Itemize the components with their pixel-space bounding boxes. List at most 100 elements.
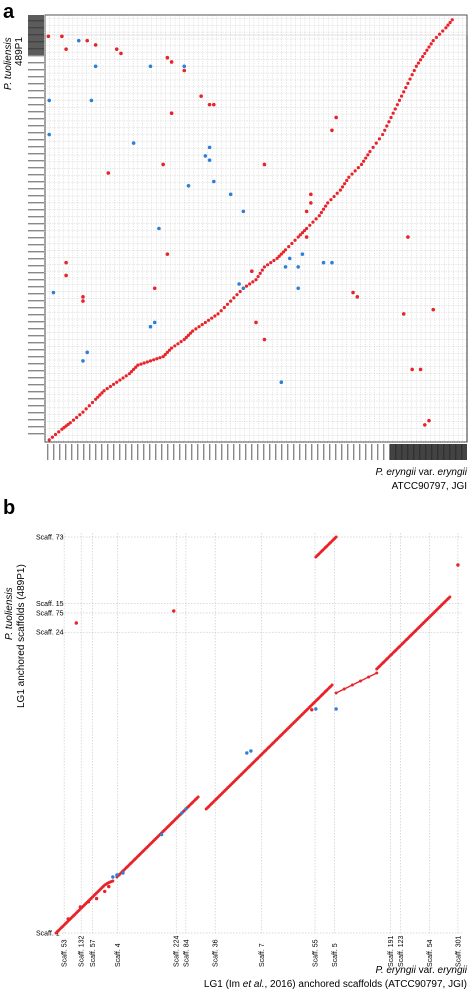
panel-a-diagonal-point (108, 384, 113, 389)
panel-a-diagonal-point (387, 120, 391, 124)
panel-b-label: b (3, 497, 15, 519)
panel-a-diagonal-point (87, 404, 91, 408)
panel-a-diagonal-point (377, 137, 382, 141)
panel-a-ytick-mark (28, 153, 44, 155)
panel-a-diagonal-point (142, 361, 146, 365)
panel-b-x-tick-label: Scaff. 191 (388, 935, 395, 967)
panel-a-xtick-mark (53, 444, 55, 460)
panel-a-diagonal-point (441, 29, 445, 33)
panel-a-ytick-mark (28, 202, 44, 204)
panel-a-diagonal-point (90, 400, 95, 405)
panel-a-diagonal-point (412, 68, 416, 73)
panel-a-diagonal-point (96, 395, 100, 399)
panel-a-xtick-mark (251, 444, 253, 460)
panel-a-diagonal-point (353, 169, 357, 173)
panel-a-diagonal-point (340, 185, 345, 189)
panel-a-diagonal-point (260, 268, 264, 272)
panel-a-reverse-point (93, 64, 98, 69)
panel-b-x-species: P. eryngii var. eryngii (375, 965, 467, 976)
panel-a-xtick-mark (131, 444, 133, 460)
panel-a-ytick-mark (28, 258, 44, 260)
panel-a-x-species-genus: P. eryngii (375, 467, 416, 478)
panel-a-ytick-mark (28, 384, 44, 386)
panel-a-ytick-mark (28, 321, 44, 323)
panel-a-xtick-mark (365, 444, 367, 460)
panel-b-forward-point (78, 905, 83, 909)
panel-a-xtick-mark (77, 444, 79, 460)
panel-a-reverse-point (330, 260, 334, 265)
panel-a-ytick-mark (28, 76, 44, 78)
panel-a-diagonal-point (305, 226, 309, 231)
panel-a-xtick-mark (95, 444, 97, 460)
panel-a-ytick-mark (28, 146, 44, 148)
panel-a-diagonal-point (179, 340, 183, 344)
panel-a-ytick-mark (28, 349, 44, 351)
panel-a-diagonal-point (129, 369, 134, 374)
panel-a-diagonal-point (308, 223, 312, 227)
panel-a-diagonal-point (145, 360, 149, 364)
panel-a-reverse-point (89, 98, 94, 103)
panel-a-reverse-point (85, 350, 89, 355)
panel-b-x-tick-label: Scaff. 53 (62, 939, 69, 967)
panel-a-xtick-mark (299, 444, 301, 460)
panel-b-x-tick-label: Scaff. 224 (174, 935, 181, 967)
panel-a-forward-point (81, 295, 85, 299)
panel-a-xtick-mark (119, 444, 121, 460)
panel-a-forward-point (165, 252, 170, 256)
panel-a-diagonal-point (300, 231, 305, 235)
panel-a-forward-point (85, 38, 89, 43)
panel-a-ytick-mark (28, 160, 44, 162)
panel-a-xtick-mark (83, 444, 85, 460)
panel-a-ytick-mark (28, 188, 44, 190)
panel-a-diagonal-point (186, 333, 191, 337)
panel-a-diagonal-point (136, 363, 140, 367)
panel-a-diagonal-point (210, 316, 214, 320)
panel-a-diagonal-point (416, 61, 421, 65)
panel-a-diagonal-point (434, 35, 439, 40)
panel-a-xtick-mark (107, 444, 109, 460)
panel-a-ytick-mark (28, 90, 44, 92)
panel-a-x-strain: ATCC90797, JGI (392, 481, 467, 492)
panel-a-ytick-mark (28, 62, 44, 64)
panel-a-diagonal-point (399, 94, 404, 98)
panel-a-xtick-mark (287, 444, 289, 460)
panel-b-forward-link (352, 680, 361, 686)
panel-a-diagonal-point (279, 252, 283, 256)
panel-a-diagonal-point (356, 166, 360, 170)
panel-a-xtick-mark (197, 444, 199, 460)
panel-a-diagonal-point (81, 410, 85, 414)
panel-a-xtick-mark (227, 444, 229, 460)
panel-a-forward-point (334, 115, 338, 120)
panel-b-x-text-etal: et al. (243, 979, 265, 990)
panel-a-forward-point (165, 55, 170, 60)
panel-a-reverse-point (182, 64, 187, 69)
panel-a-forward-point (169, 111, 174, 116)
panel-a-diagonal-point (266, 263, 270, 267)
panel-b-forward-point (359, 679, 362, 683)
panel-b-forward-point (94, 896, 99, 901)
panel-a-diagonal-point (102, 389, 106, 393)
panel-a-diagonal-point (155, 357, 159, 361)
panel-b-forward-point (448, 595, 452, 599)
panel-a-forward-point (161, 162, 165, 167)
panel-a-diagonal-point (68, 421, 72, 425)
panel-a-diagonal-point (427, 45, 431, 49)
panel-a-reverse-point (228, 192, 233, 197)
panel-a-xtick-mark (281, 444, 283, 460)
panel-a-diagonal-point (194, 327, 198, 331)
panel-a-diagonal-point (287, 245, 291, 249)
panel-a-diagonal-point (385, 124, 389, 128)
panel-a-ytick-mark (28, 244, 44, 246)
panel-a-xtick-mark (335, 444, 337, 460)
panel-b-reverse-point (245, 751, 249, 755)
panel-a-forward-point (309, 192, 313, 197)
panel-b-y-species: P. tuoliensis (4, 587, 15, 640)
panel-a-reverse-point (47, 132, 52, 137)
panel-a-xtick-mark (125, 444, 127, 460)
panel-a-forward-point (60, 34, 64, 39)
panel-a-diagonal-point (406, 81, 410, 85)
panel-a-diagonal-point (418, 58, 423, 62)
panel-a-grid (44, 14, 468, 443)
panel-a-diagonal-point (161, 355, 165, 359)
panel-a-diagonal-point (132, 367, 136, 372)
